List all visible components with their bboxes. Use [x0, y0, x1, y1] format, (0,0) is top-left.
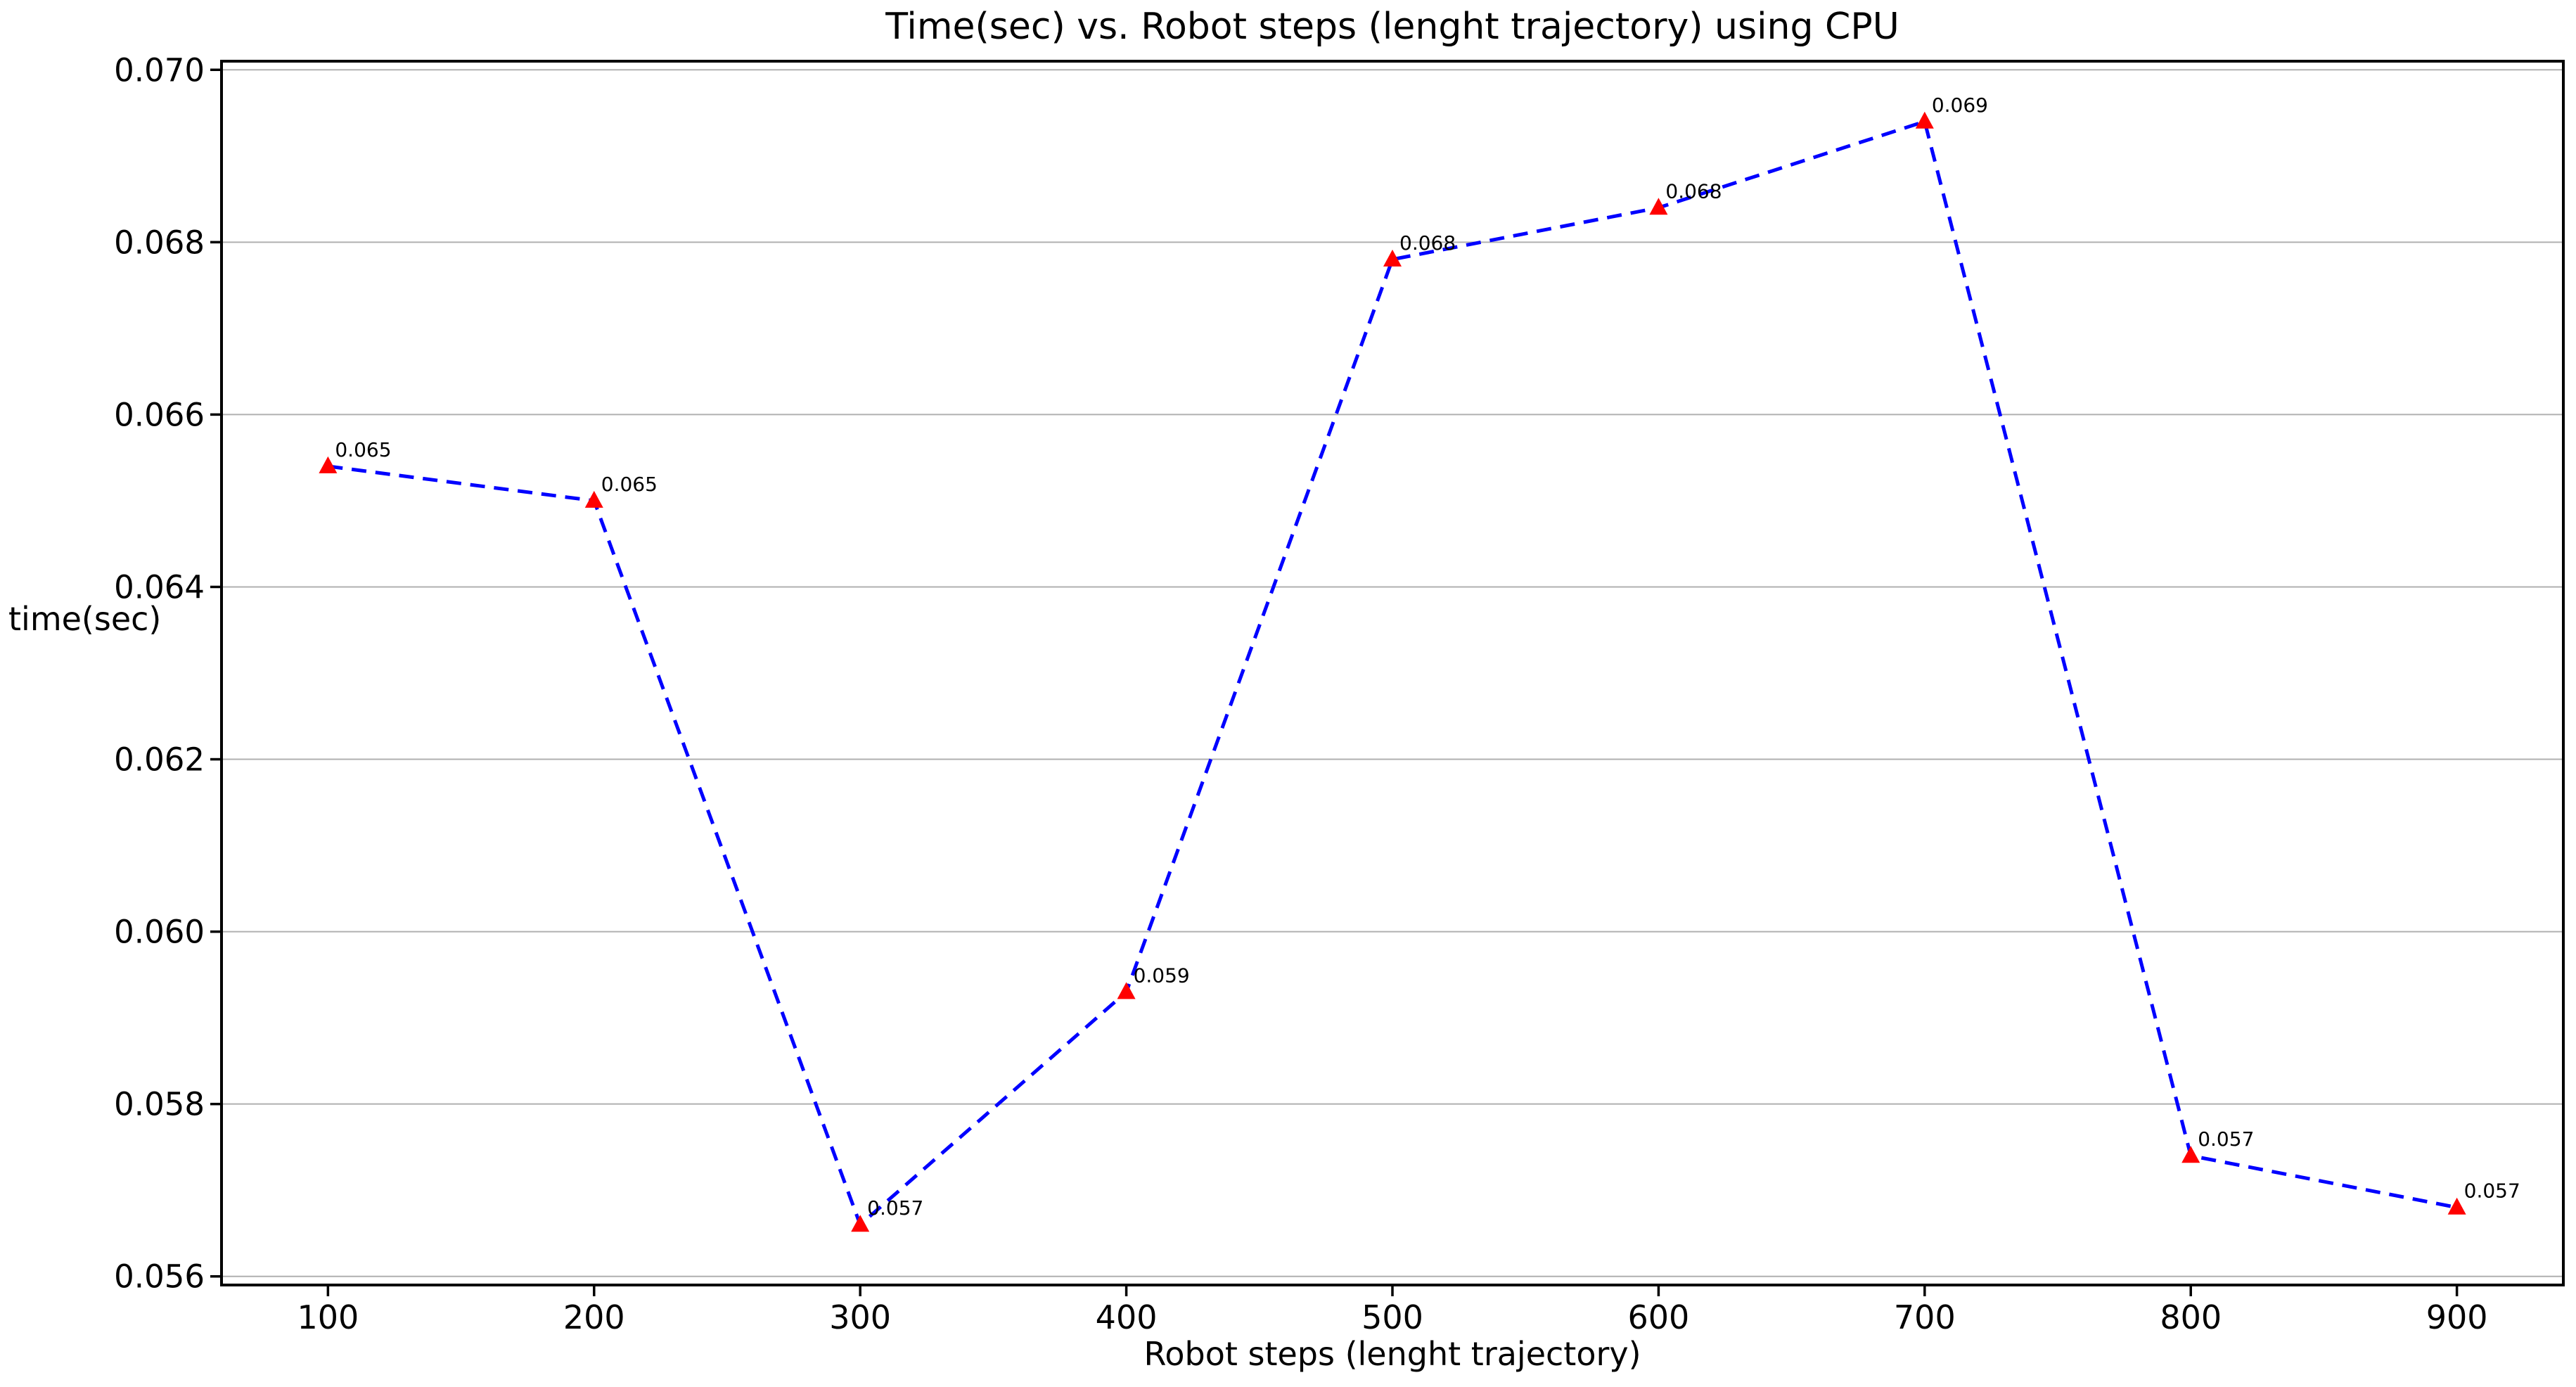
- data-point-label: 0.057: [867, 1196, 923, 1220]
- data-point-label: 0.065: [601, 473, 658, 496]
- y-tick-label: 0.068: [114, 224, 205, 261]
- data-point-marker: [1649, 198, 1668, 215]
- y-tick-label: 0.070: [114, 51, 205, 89]
- x-tick-label: 400: [1096, 1298, 1158, 1336]
- y-tick-label: 0.058: [114, 1086, 205, 1123]
- x-tick-label: 100: [297, 1298, 359, 1336]
- data-point-marker: [2181, 1146, 2200, 1163]
- data-point-label: 0.069: [1932, 94, 1988, 117]
- data-point-labels: 0.065 0.065 0.057 0.059 0.068 0.068 0.069 0.057…: [335, 94, 2520, 1220]
- x-axis-label: Robot steps (lenght trajectory): [1143, 1335, 1641, 1373]
- y-axis-label: time(sec): [8, 600, 162, 638]
- plot-border: [220, 60, 2565, 1286]
- data-point-label: 0.065: [335, 438, 391, 461]
- y-axis-ticks: 0.056 0.058 0.060 0.062 0.064 0.066 0.068 0.070: [114, 51, 222, 1296]
- y-tick-label: 0.062: [114, 741, 205, 779]
- x-tick-label: 700: [1894, 1298, 1956, 1336]
- x-tick-label: 800: [2160, 1298, 2222, 1336]
- data-point-marker: [851, 1215, 870, 1232]
- data-point-marker: [1117, 982, 1136, 999]
- y-tick-label: 0.066: [114, 396, 205, 433]
- data-point-marker: [584, 490, 603, 508]
- x-tick-label: 300: [829, 1298, 891, 1336]
- chart-title: Time(sec) vs. Robot steps (lenght trajec…: [885, 6, 1899, 48]
- x-tick-label: 900: [2426, 1298, 2488, 1336]
- x-tick-label: 200: [563, 1298, 625, 1336]
- x-tick-label: 500: [1361, 1298, 1423, 1336]
- x-tick-label: 600: [1628, 1298, 1690, 1336]
- data-line: [328, 119, 2458, 1228]
- data-point-label: 0.057: [2198, 1127, 2254, 1151]
- x-axis-ticks: 100 200 300 400 500 600 700 800 900: [297, 1285, 2488, 1336]
- data-point-marker: [319, 456, 338, 473]
- gridlines: [222, 69, 2563, 1277]
- data-point-label: 0.068: [1399, 231, 1456, 255]
- y-tick-label: 0.056: [114, 1258, 205, 1296]
- data-point-marker: [2447, 1197, 2466, 1215]
- data-point-markers: [319, 111, 2466, 1232]
- data-point-label: 0.059: [1134, 964, 1190, 987]
- y-tick-label: 0.064: [114, 568, 205, 606]
- data-point-label: 0.057: [2464, 1180, 2520, 1203]
- data-point-marker: [1915, 111, 1934, 129]
- data-point-label: 0.068: [1665, 179, 1722, 203]
- data-point-marker: [1383, 249, 1402, 267]
- y-tick-label: 0.060: [114, 914, 205, 951]
